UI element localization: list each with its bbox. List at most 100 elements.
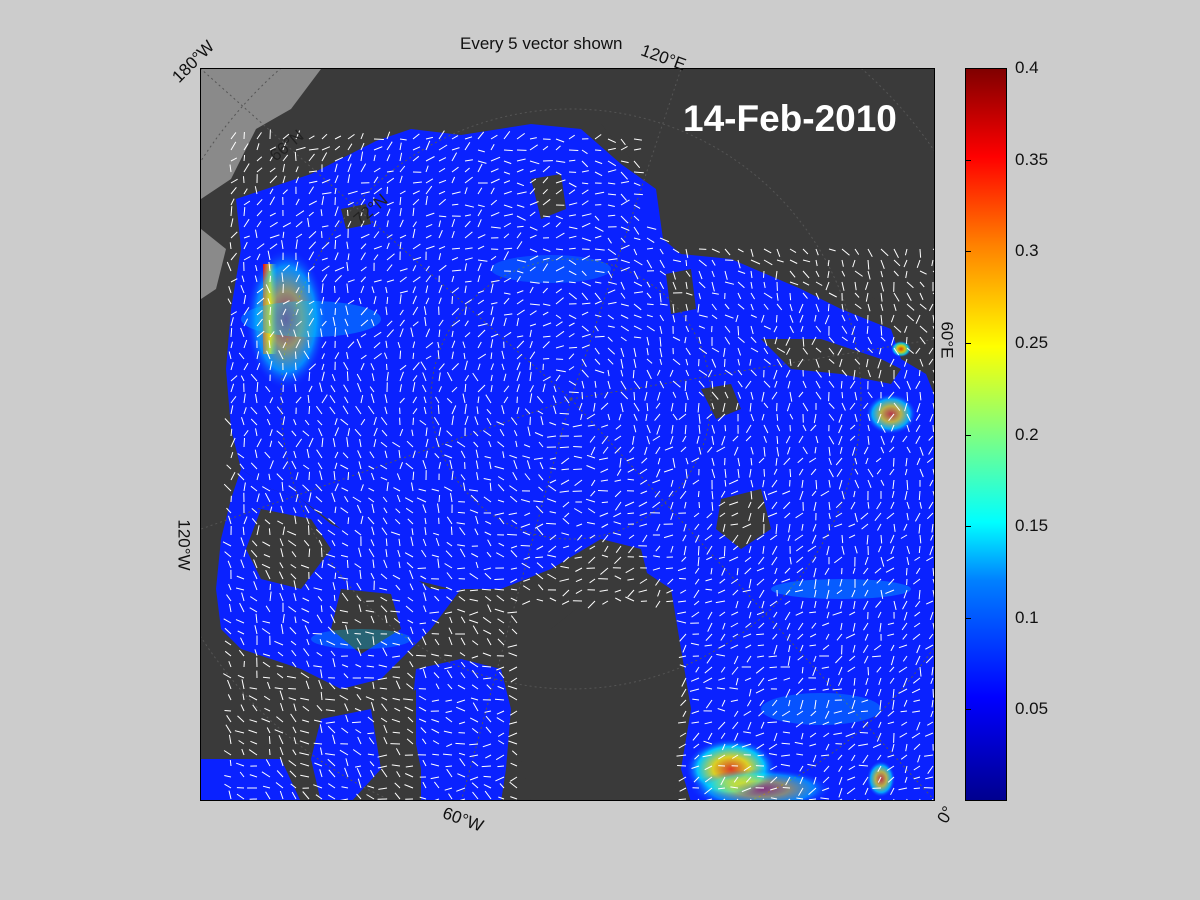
drift-vector xyxy=(282,133,290,140)
drift-vector xyxy=(770,776,778,784)
drift-vector xyxy=(711,270,715,278)
drift-vector xyxy=(360,151,364,162)
drift-vector xyxy=(380,596,388,602)
drift-vector xyxy=(581,281,592,287)
drift-vector xyxy=(711,435,715,445)
drift-vector xyxy=(932,622,934,631)
drift-vector xyxy=(392,642,401,646)
drift-vector xyxy=(787,655,791,666)
drift-vector xyxy=(411,429,414,437)
drift-vector xyxy=(462,341,466,349)
drift-vector xyxy=(877,765,882,773)
drift-vector xyxy=(485,715,492,723)
drift-vector xyxy=(469,754,479,758)
drift-vector xyxy=(224,418,232,426)
drift-vector xyxy=(265,605,271,613)
drift-vector xyxy=(684,424,687,435)
drift-vector xyxy=(789,325,794,334)
drift-vector xyxy=(230,218,234,228)
drift-vector xyxy=(749,358,752,366)
drift-vector xyxy=(404,497,414,503)
drift-vector xyxy=(757,754,765,757)
drift-vector xyxy=(723,545,726,557)
drift-vector xyxy=(293,737,297,745)
drift-vector xyxy=(659,314,665,322)
drift-vector xyxy=(578,402,583,411)
drift-vector xyxy=(839,798,843,800)
drift-vector xyxy=(279,562,284,569)
drift-vector xyxy=(720,776,726,786)
drift-vector xyxy=(412,295,417,305)
drift-vector xyxy=(464,176,474,184)
drift-vector xyxy=(253,571,258,580)
drift-vector xyxy=(854,413,858,422)
drift-vector xyxy=(325,721,336,724)
drift-vector xyxy=(445,699,453,702)
drift-vector xyxy=(308,211,314,217)
drift-vector xyxy=(875,457,882,463)
drift-vector xyxy=(880,446,885,454)
drift-vector xyxy=(485,726,492,734)
drift-vector xyxy=(812,666,817,676)
drift-vector xyxy=(620,314,629,319)
drift-vector xyxy=(815,303,820,312)
drift-vector xyxy=(711,457,715,466)
drift-vector xyxy=(334,572,337,580)
drift-vector xyxy=(694,567,700,574)
drift-vector xyxy=(490,339,494,349)
drift-vector xyxy=(370,769,375,778)
drift-vector xyxy=(711,248,720,253)
drift-vector xyxy=(776,424,781,432)
drift-vector xyxy=(549,511,557,514)
drift-vector xyxy=(516,232,522,239)
drift-vector xyxy=(620,237,626,243)
drift-vector xyxy=(722,523,726,532)
drift-vector xyxy=(399,397,405,404)
drift-vector xyxy=(788,699,791,707)
drift-vector xyxy=(438,386,442,393)
drift-vector xyxy=(865,677,869,685)
drift-vector xyxy=(880,589,884,599)
drift-vector xyxy=(932,688,934,698)
drift-vector xyxy=(243,200,251,206)
drift-vector xyxy=(291,661,297,668)
drift-vector xyxy=(386,201,394,206)
drift-vector xyxy=(334,163,338,173)
drift-vector xyxy=(486,408,492,415)
drift-vector xyxy=(503,385,510,393)
drift-vector xyxy=(275,782,284,789)
drift-vector xyxy=(542,341,550,349)
drift-vector xyxy=(360,354,367,360)
drift-vector xyxy=(684,336,687,344)
drift-vector xyxy=(898,787,908,791)
drift-vector xyxy=(360,362,365,371)
drift-vector xyxy=(724,358,726,367)
drift-vector xyxy=(386,208,391,217)
drift-vector xyxy=(898,688,908,694)
drift-vector xyxy=(332,658,336,668)
drift-vector xyxy=(243,393,246,404)
drift-vector xyxy=(750,336,757,344)
drift-vector xyxy=(633,391,636,401)
drift-vector xyxy=(431,653,440,657)
drift-vector xyxy=(256,210,263,217)
drift-vector xyxy=(828,501,831,510)
drift-vector xyxy=(422,460,427,470)
drift-vector xyxy=(412,450,416,459)
drift-vector xyxy=(838,435,843,446)
drift-vector xyxy=(685,259,688,267)
drift-vector xyxy=(620,336,627,342)
drift-vector xyxy=(256,362,261,371)
drift-vector xyxy=(370,319,375,327)
drift-vector xyxy=(774,336,778,345)
drift-vector xyxy=(889,358,895,367)
drift-vector xyxy=(308,437,314,448)
drift-vector xyxy=(334,462,338,470)
drift-vector xyxy=(776,292,779,301)
drift-vector xyxy=(707,611,713,620)
drift-vector xyxy=(867,303,871,312)
drift-vector xyxy=(482,743,492,748)
drift-vector xyxy=(318,539,323,547)
drift-vector xyxy=(786,402,791,412)
drift-vector xyxy=(721,435,726,446)
